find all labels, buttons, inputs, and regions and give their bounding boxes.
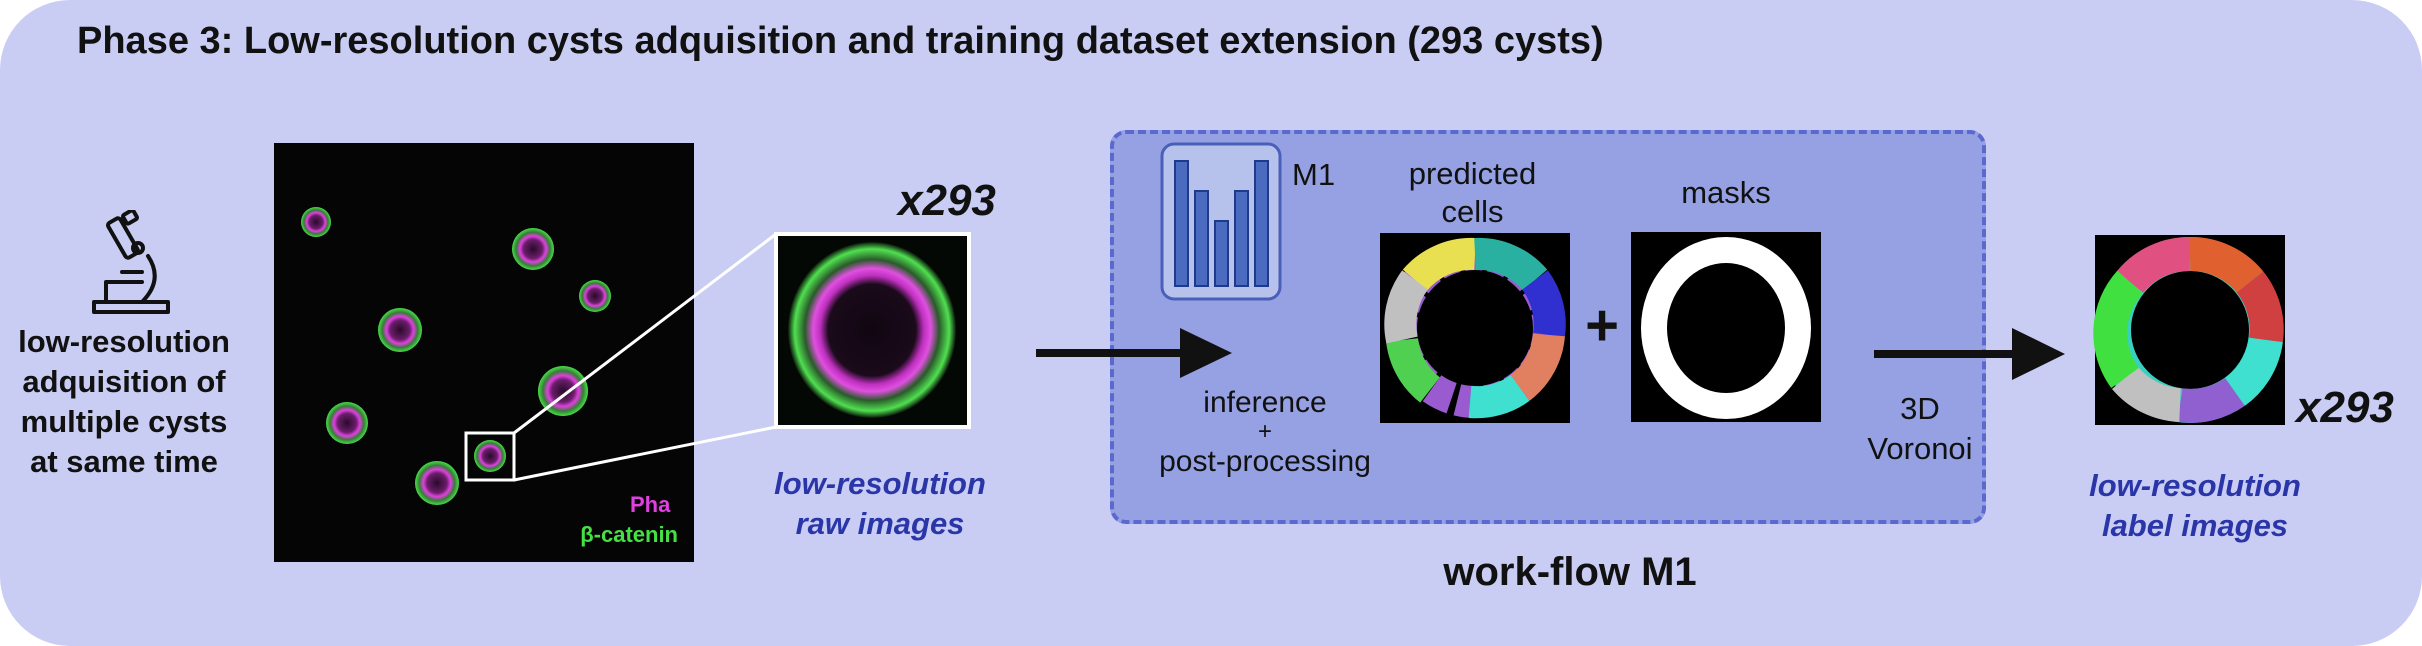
- predicted-line: cells: [1441, 194, 1504, 229]
- predicted-line: predicted: [1408, 156, 1537, 191]
- overview-image: [274, 143, 694, 562]
- arrow-right-icon: [1036, 328, 1232, 378]
- legend-pha: Pha: [630, 492, 671, 517]
- predicted-cells-image: [1380, 233, 1570, 423]
- inference-label: inference + post-processing: [1150, 385, 1380, 479]
- raw-caption: low-resolution raw images: [740, 464, 1020, 544]
- label-image: [2093, 235, 2285, 425]
- micrograph-figure: [0, 0, 1000, 580]
- cyst: [474, 440, 506, 472]
- acquisition-line: low-resolution: [18, 324, 230, 359]
- predicted-cells-label: predicted cells: [1400, 155, 1545, 231]
- phase-title: Phase 3: Low-resolution cysts adquisitio…: [77, 20, 1604, 62]
- model-label: M1: [1292, 157, 1336, 192]
- cyst: [326, 402, 368, 444]
- workflow-title: work-flow M1: [1443, 550, 1697, 594]
- raw-count: x293: [898, 176, 996, 225]
- masks-label: masks: [1681, 175, 1771, 210]
- plus-sign: +: [1585, 293, 1619, 358]
- cyst: [301, 207, 331, 237]
- zoom-selection: [464, 431, 516, 482]
- cyst: [415, 461, 459, 505]
- raw-caption-line: low-resolution: [774, 466, 986, 501]
- voronoi-line: Voronoi: [1867, 431, 1973, 466]
- voronoi-label: 3D Voronoi: [1840, 389, 2000, 469]
- cyst: [378, 308, 422, 352]
- arrow-right-icon: [1874, 328, 2065, 380]
- raw-caption-line: raw images: [795, 506, 965, 541]
- output-count: x293: [2296, 383, 2394, 432]
- output-caption-line: label images: [2101, 508, 2289, 543]
- acquisition-line: at same time: [30, 444, 218, 479]
- inference-line: inference: [1203, 386, 1327, 419]
- output-caption: low-resolution label images: [2050, 466, 2340, 546]
- bar-chart-icon: [1160, 142, 1282, 301]
- cyst: [512, 228, 554, 270]
- acquisition-line: adquisition of: [22, 364, 226, 399]
- raw-cyst: [788, 242, 956, 418]
- mask-image: [1631, 232, 1821, 422]
- output-caption-line: low-resolution: [2089, 468, 2301, 503]
- voronoi-line: 3D: [1900, 391, 1940, 426]
- acquisition-line: multiple cysts: [20, 404, 228, 439]
- acquisition-label: low-resolution adquisition of multiple c…: [0, 322, 248, 482]
- cyst: [579, 280, 611, 312]
- microscope-icon: [92, 210, 172, 315]
- inference-line: +: [1257, 418, 1272, 445]
- legend-catenin: β-catenin: [580, 522, 678, 547]
- inference-line: post-processing: [1159, 445, 1371, 478]
